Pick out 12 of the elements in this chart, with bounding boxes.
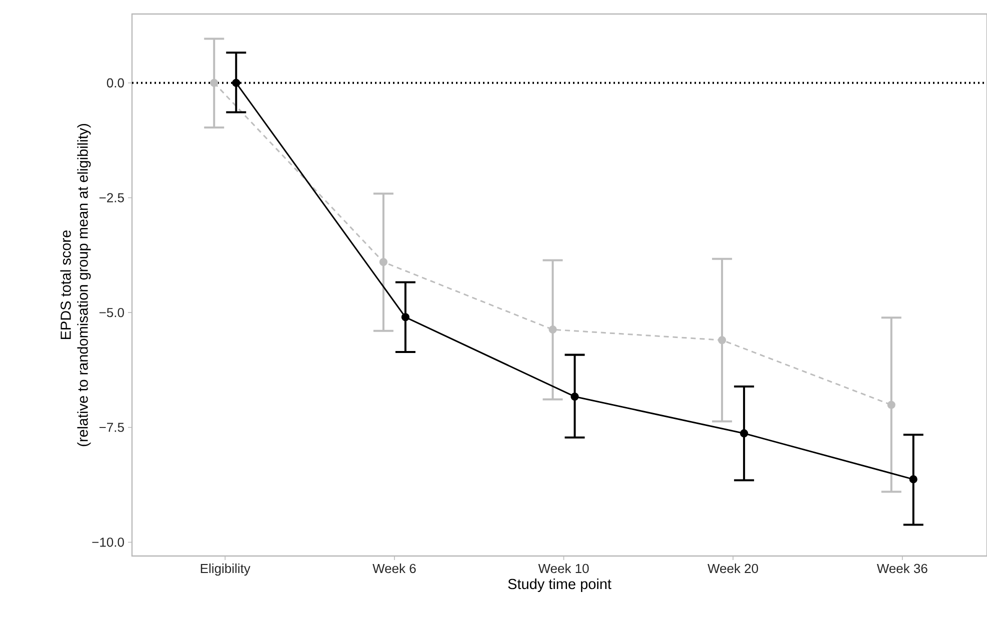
y-tick-label: −10.0	[92, 538, 124, 547]
y-tick-label: −2.5	[99, 193, 124, 202]
y-tick-label: −7.5	[99, 422, 124, 432]
x-tick-label: Week 36	[876, 564, 928, 574]
x-tick-label: Week 10	[538, 564, 589, 574]
x-tick-label: Week 20	[708, 564, 758, 574]
y-tick-label: 0.0	[106, 78, 124, 88]
x-tick-label: Eligibility	[200, 564, 250, 576]
x-axis-title: Study time point	[508, 578, 612, 592]
y-axis-title: EPDS total score (relative to randomisation group mean at eligibility)	[60, 124, 91, 446]
x-tick-label: Week 6	[372, 564, 416, 574]
y-tick-label: −5.0	[99, 308, 124, 318]
